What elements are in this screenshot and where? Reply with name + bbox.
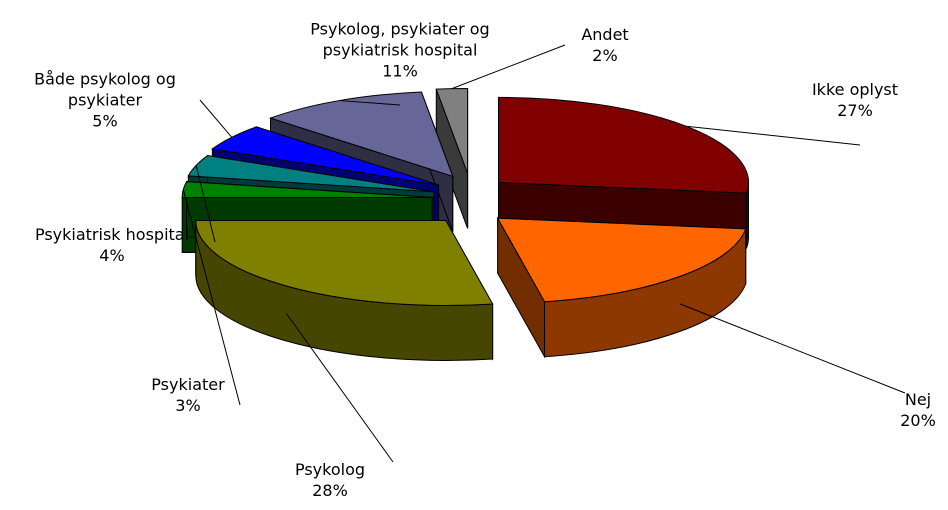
leader-line	[685, 125, 861, 146]
slice-label: Både psykolog og psykiater 5%	[34, 69, 176, 132]
leader-line	[182, 189, 241, 406]
value-label: 4%	[99, 246, 125, 265]
category-label: Nej	[904, 390, 932, 409]
pie-slice	[435, 87, 469, 229]
pie-slice	[195, 218, 494, 361]
category-label: Psykolog	[294, 460, 366, 479]
value-label: 3%	[175, 396, 201, 415]
value-label: 11%	[382, 61, 418, 81]
pie-slice	[496, 216, 747, 359]
leader-line	[679, 303, 906, 394]
slice-top	[268, 91, 454, 178]
slice-label: Psykiatrisk hospital 4%	[35, 224, 189, 266]
slice-label: Ikke oplyst 27%	[812, 79, 898, 121]
category-label: Ikke oplyst	[811, 80, 899, 99]
value-label: 2%	[592, 46, 618, 65]
value-label: 27%	[837, 101, 873, 120]
value-label: 5%	[92, 111, 118, 131]
leader-line	[195, 165, 216, 243]
category-label: Psykiatrisk hospital	[34, 225, 190, 244]
leader-line	[199, 99, 233, 138]
slice-label: Psykolog, psykiater og psykiatrisk hospi…	[310, 19, 489, 82]
category-label: Psykiater	[151, 375, 225, 394]
category-label: Andet	[581, 25, 629, 44]
slice-label: Psykolog 28%	[295, 459, 365, 501]
leader-line	[286, 313, 394, 463]
leader-line	[451, 44, 566, 90]
leader-line	[339, 100, 401, 106]
slice-label: Andet 2%	[581, 24, 628, 66]
value-label: 28%	[312, 481, 348, 500]
slice-top	[195, 219, 494, 306]
slice-top	[498, 96, 749, 194]
value-label: 20%	[900, 411, 936, 430]
category-label: Psykolog, psykiater og psykiatrisk hospi…	[310, 19, 490, 60]
slice-label: Psykiater 3%	[151, 374, 224, 416]
slice-label: Nej 20%	[900, 389, 936, 431]
category-label: Både psykolog og psykiater	[34, 69, 176, 110]
slice-top	[496, 217, 747, 303]
